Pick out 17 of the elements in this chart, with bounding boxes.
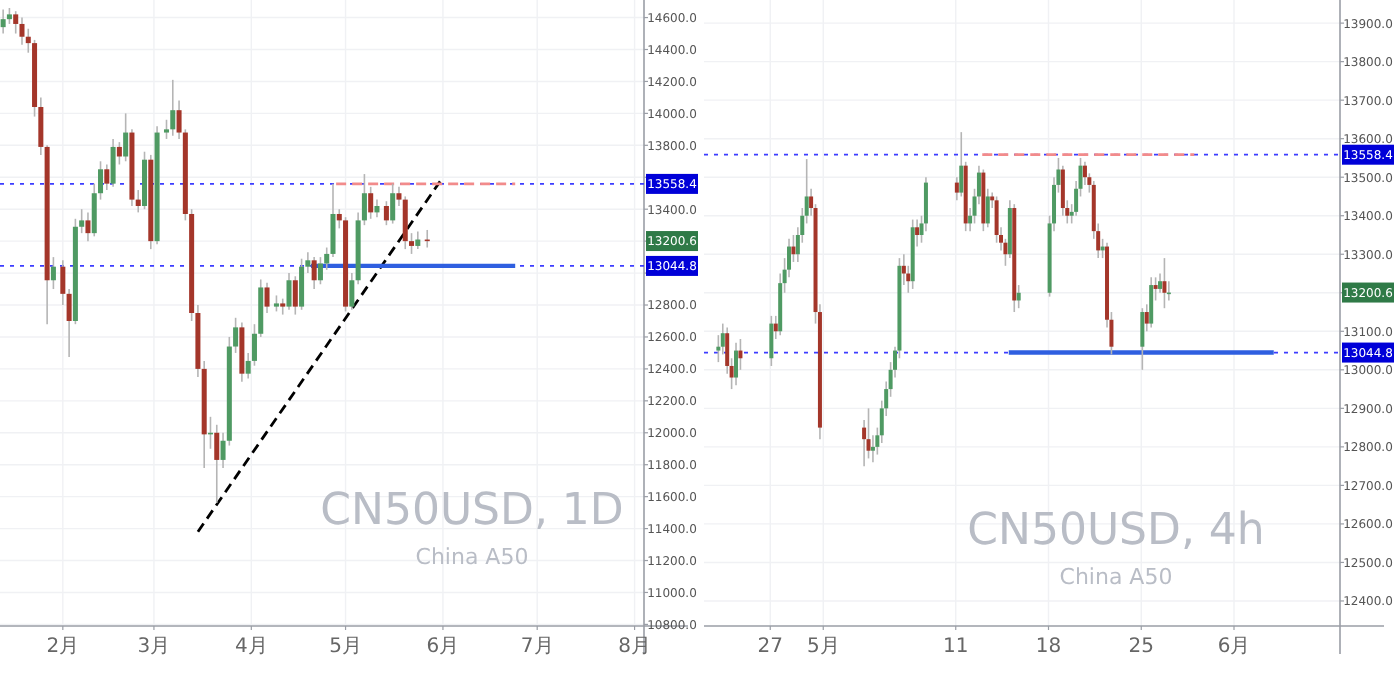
x-tick-label: 3月 <box>137 636 171 658</box>
x-tick-label: 18 <box>1035 636 1062 658</box>
x-tick-label: 27 <box>757 636 783 658</box>
text: China A50 <box>415 544 529 570</box>
x-tick-label: 5月 <box>329 636 362 658</box>
x-tick-label: 5月 <box>806 636 840 658</box>
x-tick-label: 11 <box>943 636 969 658</box>
x-tick-label: 4月 <box>234 636 268 658</box>
x-tick-label: 6月 <box>426 636 460 658</box>
x-tick-label: 7月 <box>520 636 554 658</box>
text: CN50USD, 4h <box>967 506 1265 556</box>
x-tick-label: 2月 <box>46 636 80 658</box>
text: China A50 <box>1059 564 1173 590</box>
x-tick-label: 6月 <box>1217 636 1251 658</box>
text: CN50USD, 1D <box>320 486 624 536</box>
x-tick-label: 8月 <box>618 636 651 658</box>
x-tick-label: 25 <box>1128 636 1154 658</box>
